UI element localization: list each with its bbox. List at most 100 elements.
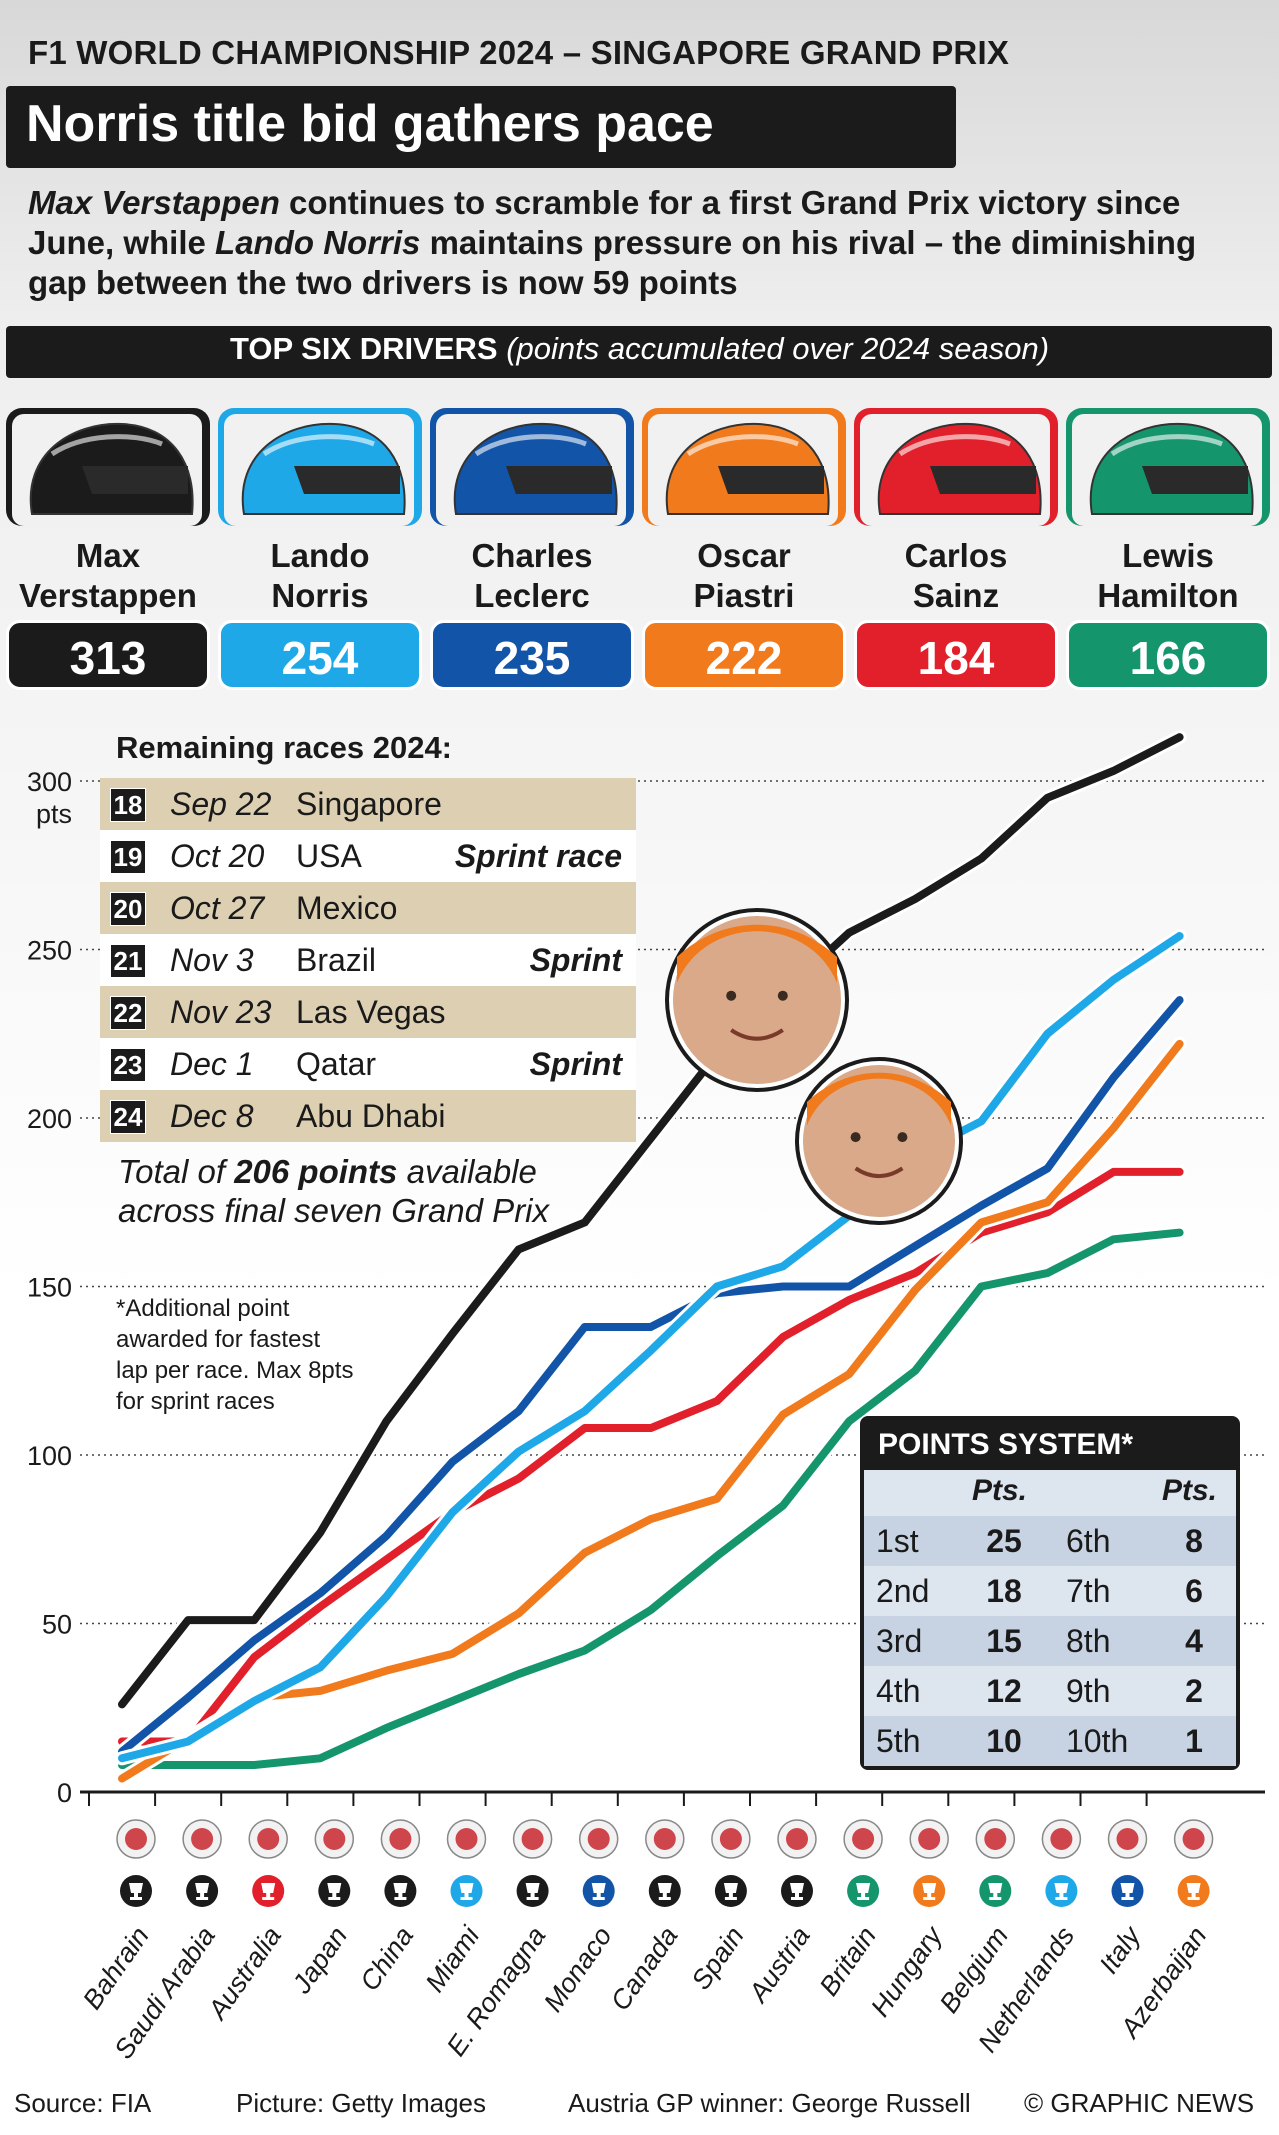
race-number: 23 — [110, 1048, 146, 1082]
helmet-icon — [12, 414, 202, 526]
driver-name: Lando Norris — [218, 536, 422, 616]
driver-photo — [665, 908, 849, 1092]
country-flag-icon — [843, 1819, 883, 1859]
country-flag-icon — [711, 1819, 751, 1859]
y-tick-label: 50 — [42, 1610, 72, 1640]
race-name: Mexico — [296, 890, 398, 926]
winner-trophy-icon — [1045, 1875, 1078, 1907]
country-flag-icon — [578, 1819, 619, 1859]
driver-last-name: Piastri — [693, 577, 795, 614]
points-value: 6 — [1185, 1573, 1203, 1609]
points-row: 4th 12 9th 2 — [864, 1666, 1236, 1716]
points-value: 8 — [1185, 1523, 1203, 1559]
driver-last-name: Verstappen — [19, 577, 197, 614]
y-tick-label: 0 — [57, 1778, 72, 1808]
points-value: 15 — [986, 1623, 1022, 1659]
driver-card: Oscar Piastri 222 — [642, 408, 846, 690]
race-row: 21 Nov 3 Brazil Sprint — [100, 934, 636, 986]
top-six-title-bold: TOP SIX DRIVERS — [229, 331, 498, 366]
points-position: 6th — [1066, 1523, 1111, 1559]
driver-first-name: Charles — [471, 537, 593, 574]
series-line — [118, 932, 1184, 1763]
race-note: Sprint — [529, 942, 622, 978]
winner-trophy-icon — [120, 1875, 152, 1907]
headline: Norris title bid gathers pace — [26, 95, 714, 153]
points-row: 1st 25 6th 8 — [864, 1516, 1236, 1566]
total-points-note: Total of 206 points available across fin… — [118, 1152, 568, 1230]
race-date: Sep 22 — [170, 786, 272, 822]
total-note-pre: Total of — [118, 1153, 235, 1190]
winner-trophy-icon — [450, 1875, 483, 1907]
winner-trophy-icon — [252, 1875, 285, 1907]
x-category-label: Britain — [814, 1921, 882, 2001]
y-tick-label: 200 — [27, 1104, 72, 1134]
total-note-post: available across final seven Grand Prix — [118, 1153, 550, 1229]
points-value: 10 — [986, 1723, 1022, 1759]
country-flag-icon — [1173, 1819, 1214, 1859]
x-category-label: Austria — [742, 1921, 816, 2009]
race-name: Singapore — [296, 786, 442, 822]
country-flag-icon — [512, 1819, 553, 1859]
country-flag-icon — [314, 1819, 355, 1859]
driver-card: Max Verstappen 313 — [6, 408, 210, 690]
x-category-label: Miami — [420, 1920, 486, 1997]
helmet-frame — [430, 408, 634, 526]
points-system-panel: POINTS SYSTEM* Pts. Pts. 1st 25 6th 8 2nd 18 7… — [860, 1416, 1240, 1770]
race-name: Las Vegas — [296, 994, 446, 1030]
points-value: 1 — [1185, 1723, 1203, 1759]
driver-last-name: Hamilton — [1097, 577, 1239, 614]
race-row: 23 Dec 1 Qatar Sprint — [100, 1038, 636, 1090]
points-header-left: Pts. — [972, 1474, 1028, 1507]
series-line — [118, 996, 1184, 1756]
driver-name: Carlos Sainz — [854, 536, 1058, 616]
winner-trophy-icon — [582, 1875, 615, 1907]
race-date: Nov 23 — [170, 994, 272, 1030]
top-six-title: TOP SIX DRIVERS (points accumulated over… — [0, 331, 1279, 367]
points-position: 1st — [876, 1523, 919, 1559]
intro-part-1: continues to scramble for a first Grand … — [28, 184, 1181, 261]
helmet-frame — [1066, 408, 1270, 526]
points-header-right: Pts. — [1162, 1474, 1218, 1507]
points-system-rows: 1st 25 6th 8 2nd 18 7th 6 3rd 15 8th 4 4th 12 9th 2 5th 1… — [864, 1516, 1236, 1766]
kicker: F1 WORLD CHAMPIONSHIP 2024 – SINGAPORE G… — [28, 34, 1010, 71]
race-row: 22 Nov 23 Las Vegas — [100, 986, 636, 1038]
winner-trophy-icon — [714, 1875, 747, 1907]
points-position: 5th — [876, 1723, 921, 1759]
points-position: 9th — [1066, 1673, 1111, 1709]
helmet-icon — [1072, 414, 1262, 526]
remaining-races-title: Remaining races 2024: — [116, 730, 453, 765]
race-date: Oct 27 — [170, 890, 265, 926]
footer-copyright: © GRAPHIC NEWS — [1024, 2088, 1255, 2118]
race-name: USA — [296, 838, 362, 874]
helmet-frame — [6, 408, 210, 526]
driver-card: Carlos Sainz 184 — [854, 408, 1058, 690]
country-flag-icon — [975, 1819, 1016, 1859]
country-flag-icon — [645, 1819, 685, 1859]
winner-trophy-icon — [516, 1875, 549, 1907]
race-number: 24 — [110, 1100, 146, 1134]
points-value: 2 — [1185, 1673, 1203, 1709]
series-line — [118, 1167, 1184, 1746]
country-flag-icon — [116, 1819, 156, 1859]
series-line — [118, 1039, 1184, 1783]
driver-first-name: Carlos — [904, 537, 1008, 574]
driver-photo — [795, 1057, 963, 1225]
driver-first-name: Max — [75, 537, 141, 574]
race-date: Oct 20 — [170, 838, 265, 874]
winner-trophy-icon — [979, 1875, 1012, 1907]
points-position: 10th — [1066, 1723, 1129, 1759]
winner-trophy-icon — [913, 1875, 946, 1907]
driver-card: Lewis Hamilton 166 — [1066, 408, 1270, 690]
winner-trophy-icon — [781, 1875, 813, 1907]
points-system-title: POINTS SYSTEM* — [864, 1420, 1236, 1470]
x-category-label: Monaco — [538, 1921, 618, 2017]
country-flag-icon — [1041, 1819, 1082, 1859]
race-number: 21 — [110, 944, 146, 978]
country-flag-icon — [446, 1819, 487, 1859]
helmet-icon — [648, 414, 838, 526]
race-row: 19 Oct 20 USA Sprint race — [100, 830, 636, 882]
driver-first-name: Lewis — [1122, 537, 1214, 574]
driver-points: 222 — [642, 620, 846, 690]
x-category-label: Japan — [286, 1921, 353, 1999]
